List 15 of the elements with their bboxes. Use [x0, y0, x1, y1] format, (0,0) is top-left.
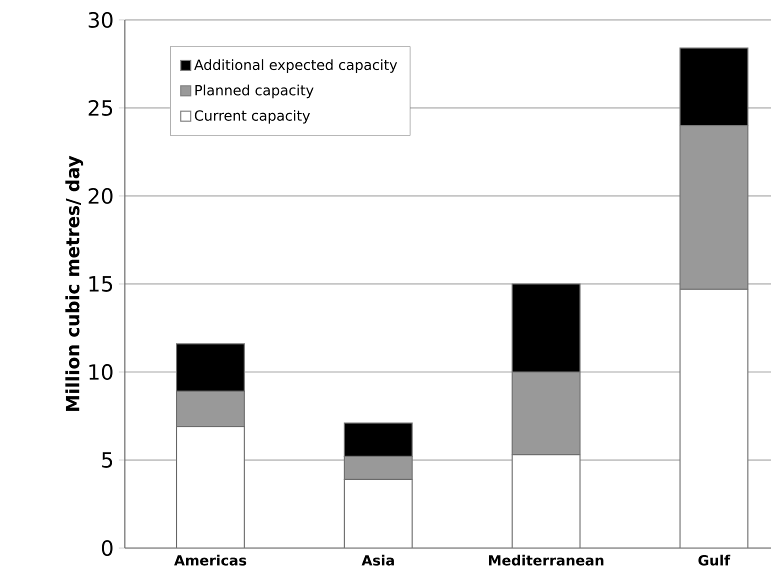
y-tick-label: 0: [102, 540, 113, 556]
y-tick-label: 25: [88, 100, 112, 116]
x-tick-label: Gulf: [698, 554, 730, 566]
legend-label: Planned capacity: [195, 84, 314, 98]
y-tick-label: 5: [102, 452, 112, 468]
x-tick-label: Americas: [174, 554, 246, 566]
legend-label: Current capacity: [194, 110, 310, 124]
x-tick-label: Asia: [362, 554, 394, 566]
y-tick-label: 10: [89, 364, 113, 380]
y-axis-title: Million cubic metres/ day: [65, 156, 84, 411]
y-tick-label: 20: [88, 188, 113, 204]
y-tick-label: 15: [89, 276, 112, 292]
legend-label: Additional expected capacity: [194, 59, 398, 73]
y-tick-label: 30: [88, 12, 113, 28]
x-tick-label: Mediterranean: [489, 554, 604, 566]
